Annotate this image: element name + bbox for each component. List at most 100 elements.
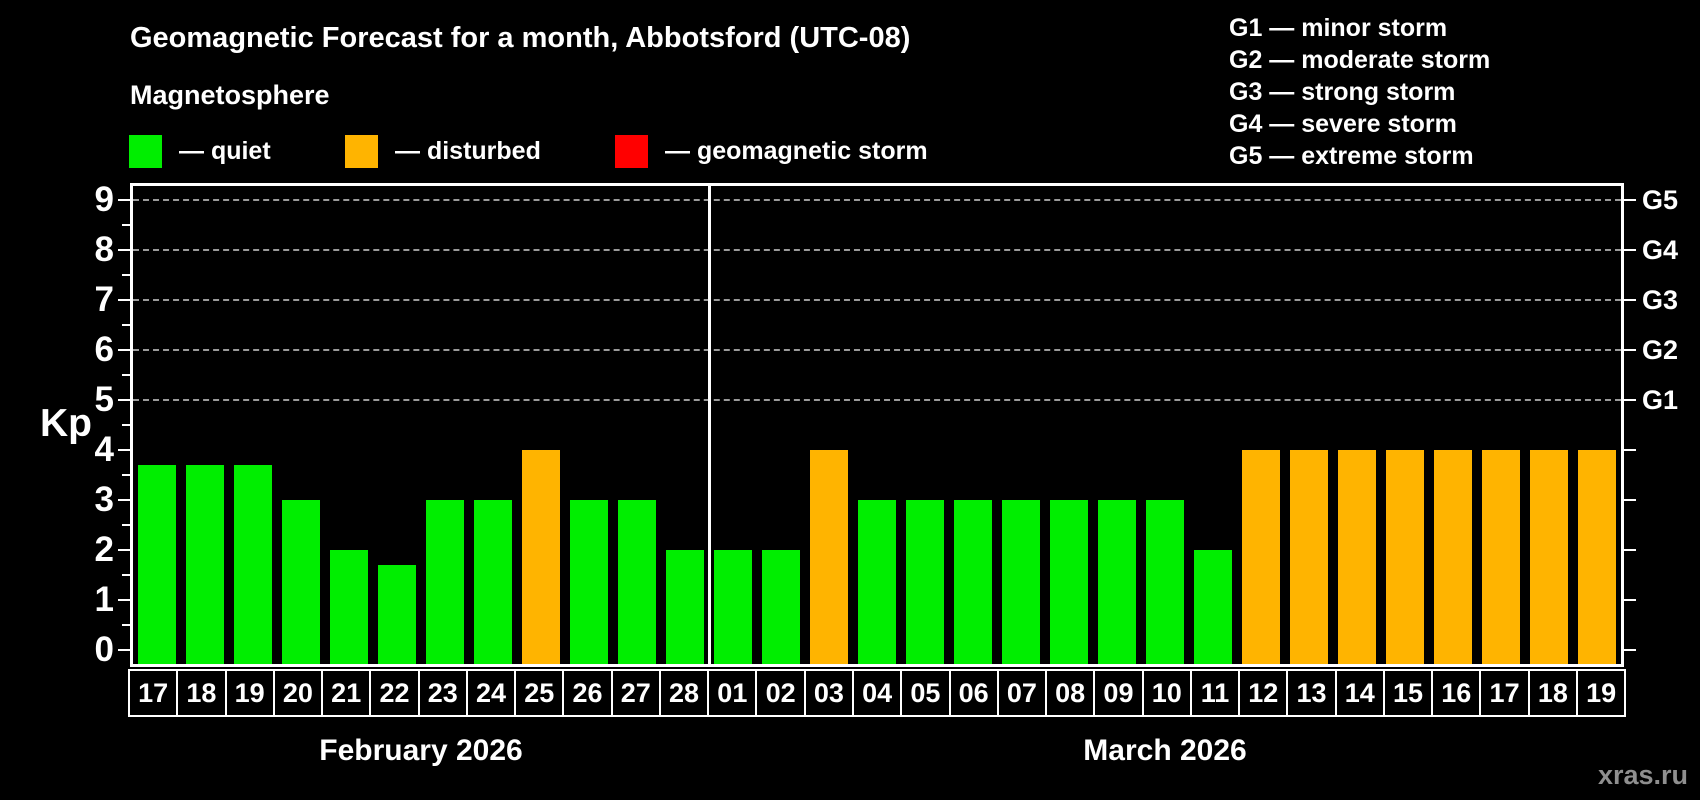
day-label-03: 03 [803,669,854,717]
y-axis-label-0: 0 [94,630,114,669]
y-axis-tick-0 [118,649,130,651]
kp-bar-11 [1194,550,1232,664]
kp-bar-13 [1290,450,1328,664]
magnetosphere-label: Magnetosphere [130,80,330,110]
day-label-19: 19 [1575,669,1627,717]
day-label-01: 01 [707,669,758,717]
y-axis-tick-1 [118,599,130,601]
day-label-12: 12 [1238,669,1289,717]
legend-item-label: — geomagnetic storm [665,136,928,165]
day-label-06: 06 [948,669,999,717]
kp-bar-24 [474,500,512,664]
day-label-26: 26 [562,669,613,717]
y-axis-minor-tick-8.5 [122,224,130,226]
day-label-24: 24 [465,669,517,717]
y-axis-label-2: 2 [94,530,114,569]
kp-bar-12 [1242,450,1280,664]
kp-bar-18 [1530,450,1568,664]
day-label-10: 10 [1141,669,1192,717]
y-axis-tick-6 [118,349,130,351]
legend-item-label: — quiet [179,136,271,165]
kp-bar-04 [858,500,896,664]
kp-bar-19 [1578,450,1616,664]
day-label-15: 15 [1382,669,1434,717]
kp-bar-19 [234,465,272,664]
day-label-17: 17 [128,669,179,717]
day-label-21: 21 [321,669,372,717]
kp-bar-06 [954,500,992,664]
right-axis-label-g2: G2 [1642,335,1679,365]
legend-item-disturbed: — disturbed [345,134,541,168]
day-label-20: 20 [272,669,324,717]
kp-bar-21 [330,550,368,664]
g-scale-legend-line: G4 — severe storm [1229,110,1457,138]
gridline-kp-6 [133,349,1621,351]
day-label-14: 14 [1334,669,1385,717]
day-label-05: 05 [900,669,951,717]
y-axis-label-7: 7 [94,280,114,319]
day-label-11: 11 [1189,669,1241,717]
legend-item-quiet: — quiet [129,134,271,168]
day-label-16: 16 [1431,669,1482,717]
g-scale-legend-line: G1 — minor storm [1229,14,1448,42]
month-label-february: February 2026 [319,734,523,767]
y-axis-label-1: 1 [94,580,114,619]
right-axis-tick-9 [1624,199,1636,201]
right-axis-tick-3 [1624,499,1636,501]
gridline-kp-7 [133,299,1621,301]
day-label-27: 27 [610,669,661,717]
gridline-kp-9 [133,199,1621,201]
day-label-04: 04 [851,669,903,717]
y-axis-label-3: 3 [94,480,114,519]
right-axis-label-g5: G5 [1642,185,1679,215]
storm-swatch-icon [615,134,648,168]
legend-item-label: — disturbed [395,136,541,165]
y-axis-tick-3 [118,499,130,501]
kp-bar-07 [1002,500,1040,664]
kp-bar-22 [378,565,416,664]
y-axis-label-4: 4 [94,430,114,469]
kp-bar-27 [618,500,656,664]
kp-bar-26 [570,500,608,664]
right-axis-tick-4 [1624,449,1636,451]
quiet-swatch-icon [129,134,162,168]
y-axis-title: Kp [40,402,92,445]
kp-bar-14 [1338,450,1376,664]
right-axis-label-g3: G3 [1642,285,1679,315]
kp-bar-01 [714,550,752,664]
y-axis-tick-2 [118,549,130,551]
kp-bar-17 [1482,450,1520,664]
kp-bar-10 [1146,500,1184,664]
day-label-18: 18 [1527,669,1578,717]
y-axis-tick-7 [118,299,130,301]
y-axis-label-9: 9 [94,180,114,219]
y-axis-label-8: 8 [94,230,114,269]
g-scale-legend-line: G3 — strong storm [1229,78,1456,106]
y-axis-label-5: 5 [94,380,114,419]
kp-bar-17 [138,465,176,664]
kp-bar-23 [426,500,464,664]
month-divider-line [707,186,711,664]
legend-item-storm: — geomagnetic storm [615,134,928,168]
page-title: Geomagnetic Forecast for a month, Abbots… [130,22,911,54]
y-axis-tick-5 [118,399,130,401]
day-label-23: 23 [417,669,468,717]
kp-bar-09 [1098,500,1136,664]
kp-bar-03 [810,450,848,664]
kp-bar-16 [1434,450,1472,664]
kp-bar-20 [282,500,320,664]
gridline-kp-8 [133,249,1621,251]
kp-bar-15 [1386,450,1424,664]
kp-bar-05 [906,500,944,664]
day-label-25: 25 [514,669,565,717]
month-label-march: March 2026 [1083,734,1247,767]
day-label-08: 08 [1045,669,1096,717]
y-axis-tick-8 [118,249,130,251]
y-axis-label-6: 6 [94,330,114,369]
kp-bar-02 [762,550,800,664]
y-axis-minor-tick-5.5 [122,374,130,376]
day-label-07: 07 [996,669,1048,717]
y-axis-minor-tick-3.5 [122,474,130,476]
right-axis-tick-7 [1624,299,1636,301]
